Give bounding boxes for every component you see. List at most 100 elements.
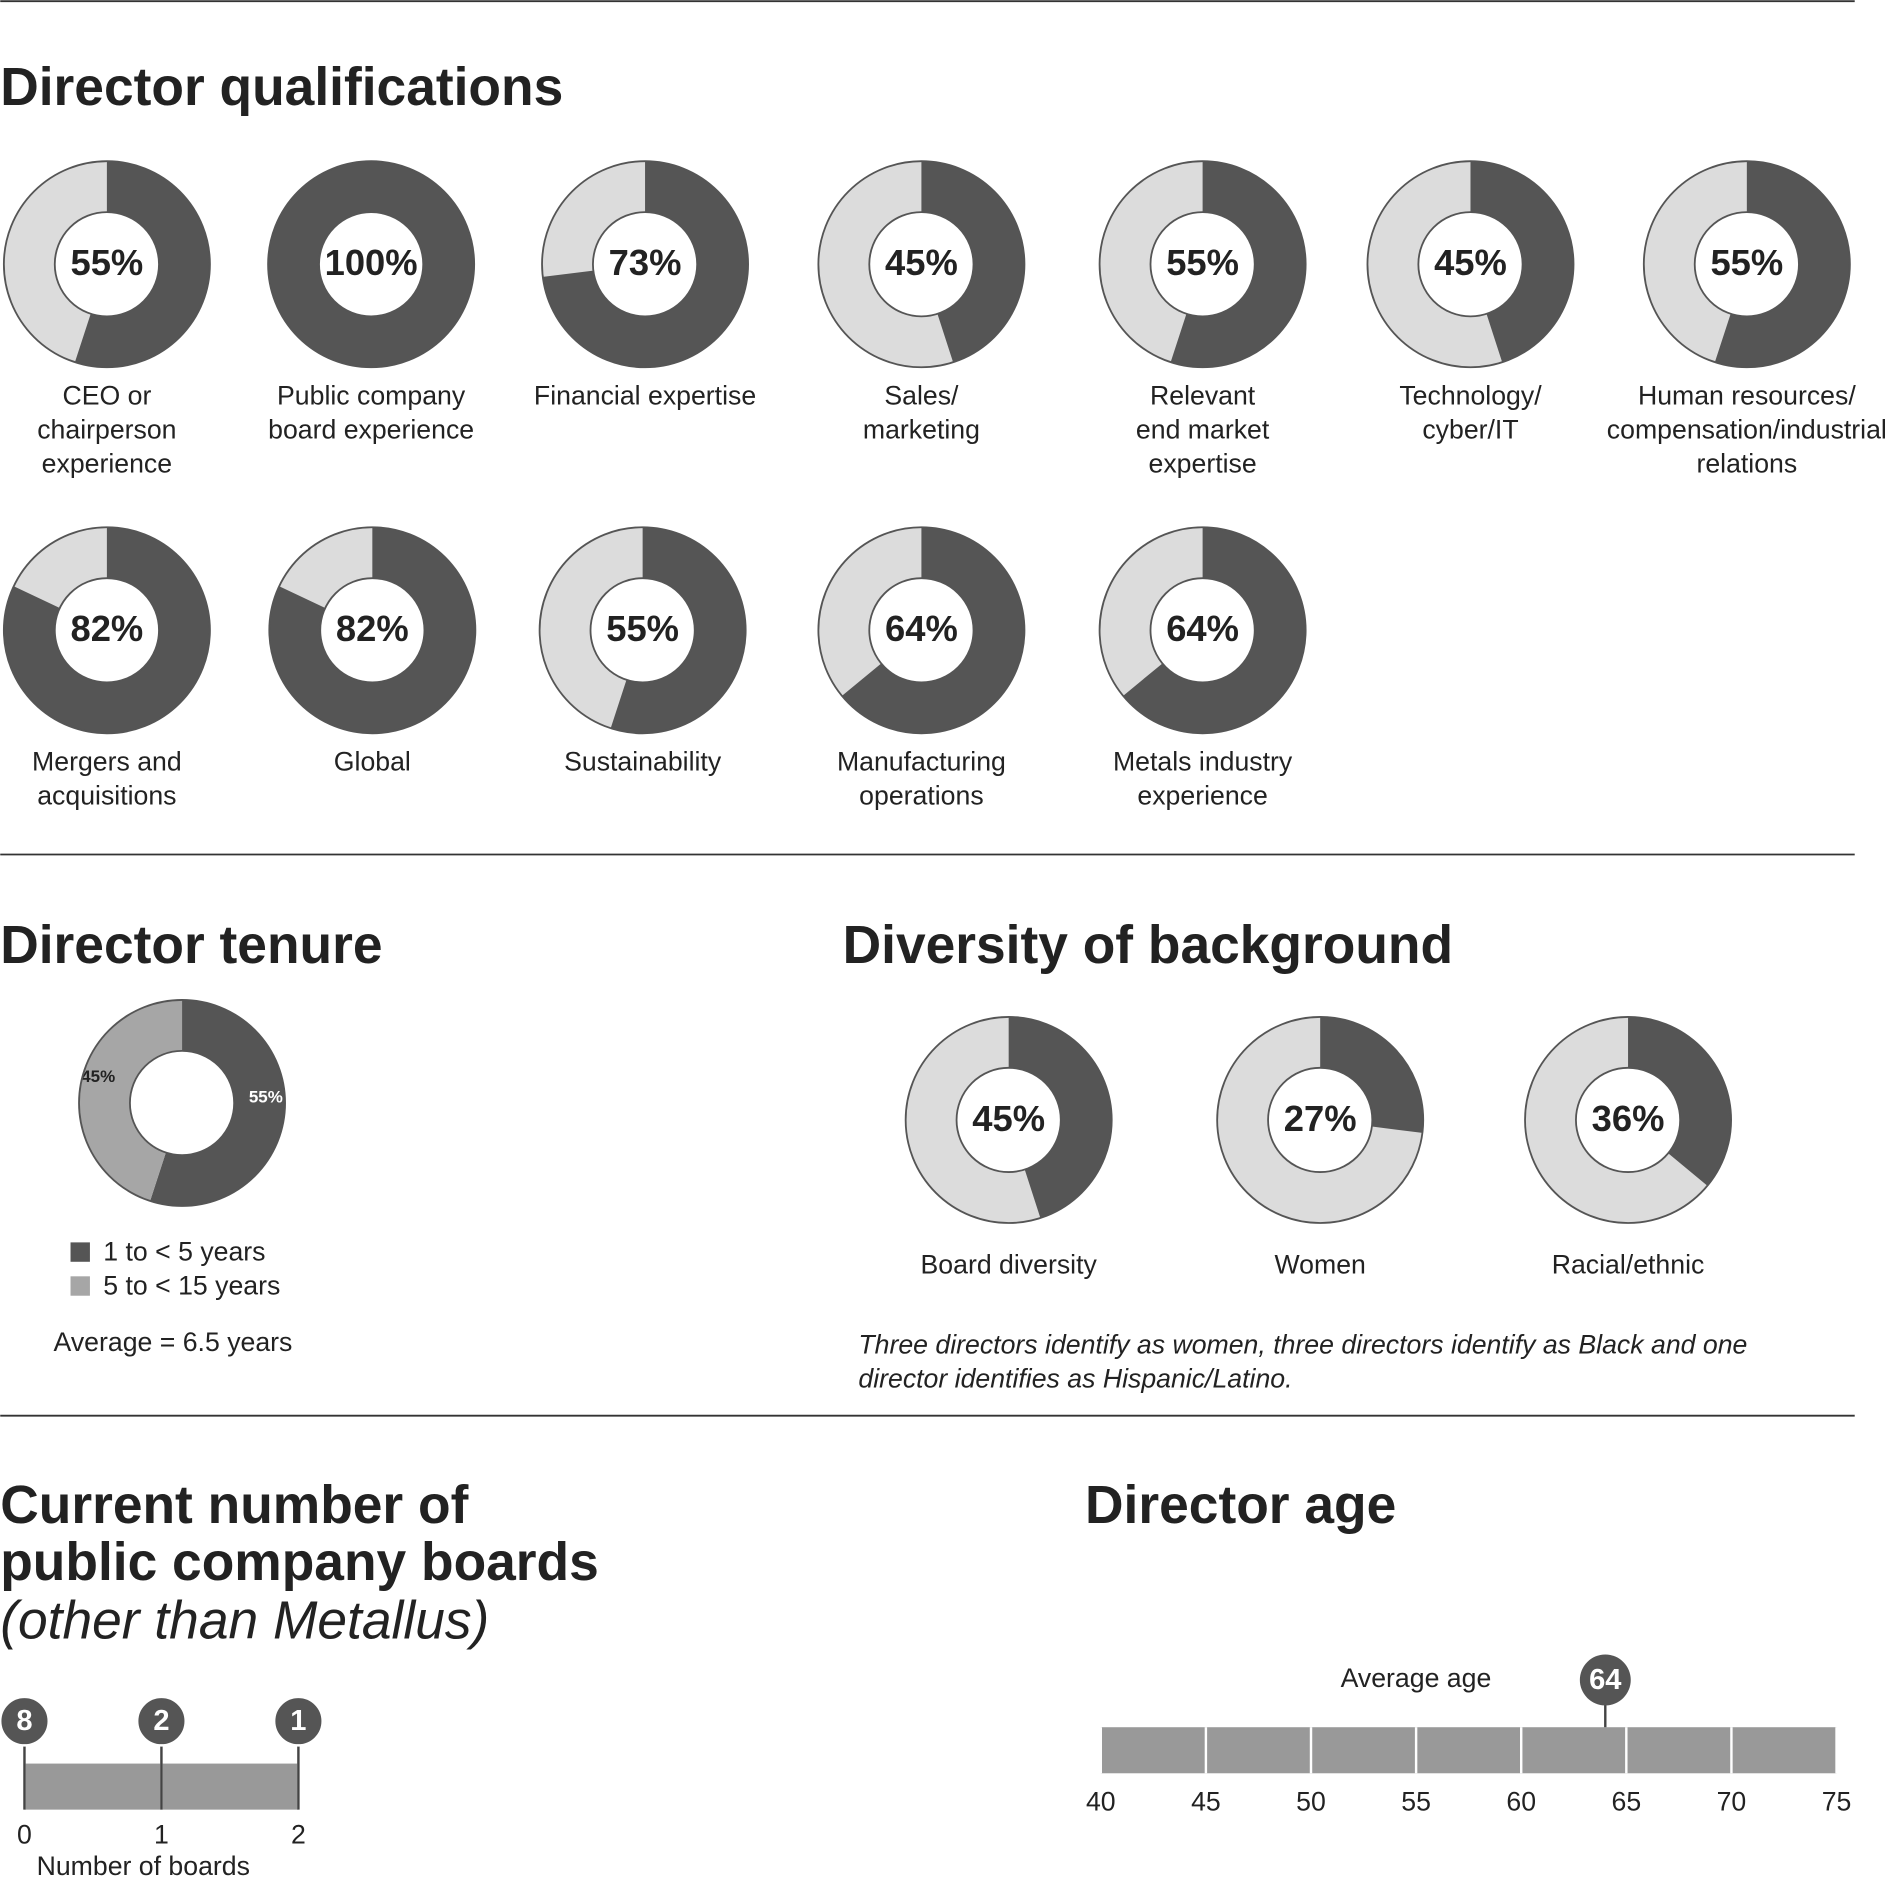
average-marker (1579, 1654, 1631, 1706)
category-label: chairperson (37, 415, 176, 445)
ring-outline (1098, 526, 1307, 735)
count-marker (0, 1695, 50, 1747)
value-label: 55% (249, 1088, 283, 1107)
donut-segment (269, 527, 476, 734)
ring-hole (319, 577, 426, 684)
donut-segment (3, 527, 210, 734)
ring-outline (2, 526, 211, 735)
category-label: Technology/ (1399, 381, 1542, 411)
donut-segment (905, 1016, 1112, 1223)
x-tick-label: 70 (1717, 1787, 1747, 1817)
legend-swatch (70, 1242, 90, 1262)
value-label: 45% (1434, 242, 1507, 283)
donut-segment (818, 161, 1025, 368)
x-tick-label: 65 (1611, 1787, 1641, 1817)
ring-outline (904, 1016, 1113, 1224)
donut-segment (539, 527, 746, 734)
ring-hole (868, 211, 975, 318)
ring-hole (955, 1066, 1062, 1173)
note: director identifies as Hispanic/Latino. (858, 1364, 1292, 1394)
section-title: Diversity of background (843, 916, 1453, 975)
category-label: experience (42, 448, 172, 478)
scale-bar (1100, 1727, 1837, 1774)
x-tick-label: 2 (291, 1819, 306, 1849)
category-label: compensation/industrial (1607, 415, 1887, 445)
category-label: Relevant (1150, 381, 1256, 411)
value-label: 64% (1166, 608, 1239, 649)
x-tick-label: 40 (1086, 1787, 1116, 1817)
value-label: 82% (71, 608, 144, 649)
annotation: Average age (1341, 1663, 1492, 1693)
ring-hole (1693, 211, 1800, 318)
ring-outline (1524, 1016, 1732, 1224)
donut-segment (1367, 161, 1574, 368)
value-label: 27% (1284, 1098, 1357, 1139)
ring-outline (538, 526, 747, 735)
count-marker (135, 1695, 187, 1747)
value-label: 64% (885, 608, 958, 649)
value-label: 55% (71, 242, 144, 283)
count-label: 2 (153, 1705, 169, 1737)
legend-swatch (70, 1276, 90, 1296)
category-label: Metals industry (1113, 747, 1293, 777)
section-title: Current number of (0, 1476, 468, 1535)
category-label: Sales/ (884, 381, 959, 411)
category-label: Global (334, 747, 411, 777)
ring-outline (817, 526, 1026, 735)
ring-outline (817, 160, 1026, 369)
ring-outline (541, 160, 749, 369)
category-label: Sustainability (564, 747, 722, 777)
donut-segment (818, 527, 1025, 734)
category-label: Manufacturing (837, 747, 1006, 777)
donut-segment (1643, 161, 1850, 368)
ring-hole (868, 577, 975, 684)
value-label: 55% (606, 608, 679, 649)
category-label: Human resources/ (1638, 381, 1856, 411)
ring-hole (1267, 1066, 1374, 1173)
donut-segment (542, 161, 749, 368)
donut-segment (1099, 527, 1306, 734)
category-label: CEO or (62, 381, 151, 411)
count-label: 1 (290, 1705, 306, 1737)
ring-outline (1098, 160, 1307, 369)
ring-outline (1366, 160, 1575, 369)
value-label: 55% (1710, 242, 1783, 283)
category-label: cyber/IT (1422, 415, 1518, 445)
category-label: operations (859, 781, 983, 811)
section-title: public company boards (0, 1533, 599, 1592)
category-label: experience (1137, 781, 1267, 811)
category-label: Public company (277, 381, 466, 411)
donut-segment (1217, 1016, 1424, 1223)
count-label: 8 (16, 1705, 32, 1737)
value-label: 55% (1166, 242, 1239, 283)
value-label: 82% (336, 608, 409, 649)
section-title: Director age (1085, 1476, 1396, 1535)
x-tick-label: 75 (1822, 1787, 1852, 1817)
legend-label: 1 to < 5 years (103, 1236, 265, 1266)
ring-hole (53, 577, 160, 684)
category-label: Racial/ethnic (1552, 1250, 1705, 1280)
ring-hole (1417, 211, 1524, 318)
category-label: Financial expertise (534, 381, 756, 411)
ring-hole (53, 211, 160, 318)
x-tick-label: 60 (1506, 1787, 1536, 1817)
category-label: Mergers and (32, 747, 182, 777)
note: Three directors identify as women, three… (858, 1330, 1747, 1360)
ring-outline (268, 526, 477, 735)
ring-hole (1149, 211, 1256, 318)
donut-segment (79, 999, 286, 1207)
ring-hole (1149, 577, 1256, 684)
x-axis-label: Number of boards (37, 1851, 250, 1881)
subtitle: (other than Metallus) (0, 1591, 489, 1650)
donut-segment (3, 161, 210, 368)
section-title: Director qualifications (0, 58, 563, 117)
ring-hole (318, 211, 425, 318)
ring-outline (1216, 1016, 1425, 1224)
category-label: Board diversity (921, 1250, 1098, 1280)
category-label: relations (1696, 448, 1797, 478)
note: Average = 6.5 years (54, 1327, 293, 1357)
value-label: 36% (1592, 1098, 1665, 1139)
donut-segment (268, 161, 475, 368)
ring-outline (78, 999, 286, 1207)
